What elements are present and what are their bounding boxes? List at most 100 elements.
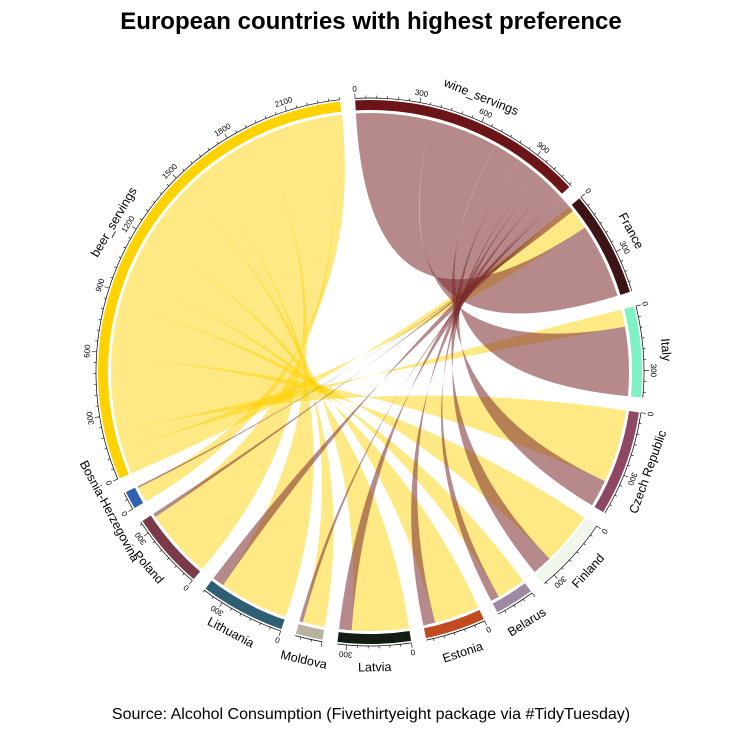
axis-tick-beer xyxy=(131,226,137,230)
axis-tick-label-wine: 300 xyxy=(414,88,429,99)
axis-tick-belarus xyxy=(531,592,536,598)
axis-tick-beer xyxy=(284,106,287,112)
chord-link-wine-france xyxy=(355,112,618,314)
axis-tick-finland xyxy=(569,559,572,562)
axis-tick-finland xyxy=(583,543,586,546)
axis-tick-czech xyxy=(636,433,640,435)
axis-tick-czech xyxy=(619,485,622,487)
sector-track-italy xyxy=(624,306,642,398)
sector-track-bosnia xyxy=(125,487,144,509)
axis-tick-estonia xyxy=(464,629,466,632)
sector-label-finland: Finland xyxy=(569,551,607,591)
axis-tick-latvia xyxy=(411,642,413,648)
axis-tick-lithuania xyxy=(229,608,232,611)
axis-tick-beer xyxy=(264,116,267,119)
axis-tick-lithuania xyxy=(211,596,214,599)
sector-track-france xyxy=(571,198,630,295)
axis-tick-beer xyxy=(295,105,298,109)
axis-tick-beer xyxy=(110,276,113,279)
axis-tick-beer xyxy=(94,416,100,418)
axis-tick-beer xyxy=(101,437,105,439)
axis-tick-poland xyxy=(188,580,193,585)
axis-line-poland xyxy=(140,521,193,581)
axis-tick-france xyxy=(580,193,585,198)
axis-tick-beer xyxy=(113,478,118,482)
axis-tick-italy xyxy=(638,315,641,317)
axis-tick-czech xyxy=(634,444,637,446)
axis-tick-label-italy: 300 xyxy=(649,364,658,378)
chord-link-beer-estonia xyxy=(128,236,479,623)
sector-label-bosnia: Bosnia-Herzegovina xyxy=(77,458,142,564)
chord-link-beer-latvia xyxy=(149,191,410,632)
axis-tick-wine xyxy=(491,124,494,127)
axis-tick-france xyxy=(611,240,614,243)
axis-tick-czech xyxy=(640,412,646,414)
axis-tick-wine xyxy=(461,111,463,114)
axis-tick-moldova xyxy=(299,637,302,640)
sector-tracks xyxy=(97,99,642,645)
axis-tick-beer xyxy=(146,209,149,212)
axis-tick-france xyxy=(605,231,609,233)
axis-tick-beer xyxy=(275,112,277,115)
sector-label-belarus: Belarus xyxy=(505,605,548,639)
sector-track-moldova xyxy=(295,624,325,640)
axis-tick-beer xyxy=(139,218,143,221)
chord-link-wine-italy xyxy=(419,120,629,397)
chord-link-beer-czech xyxy=(110,358,627,482)
axis-tick-beer xyxy=(224,133,228,139)
chart-caption: Source: Alcohol Consumption (Fivethirtye… xyxy=(111,706,631,723)
axis-tick-beer xyxy=(128,237,131,239)
axis-tick-label-finland: 0 xyxy=(599,527,609,536)
axis-line-lithuania xyxy=(204,589,281,632)
axis-tick-lithuania xyxy=(202,590,205,593)
sector-track-estonia xyxy=(423,609,484,639)
axis-tick-wine xyxy=(481,117,485,122)
axis-tick-belarus xyxy=(513,604,516,608)
axis-tick-belarus xyxy=(522,598,525,602)
axis-line-italy xyxy=(635,305,645,398)
axis-tick-beer xyxy=(104,448,107,450)
chord-link-beer-finland xyxy=(111,305,585,559)
axis-tick-lithuania xyxy=(249,618,251,622)
axis-tick-beer xyxy=(100,308,104,310)
axis-tick-wine xyxy=(419,97,422,103)
axis-tick-beer xyxy=(159,192,162,195)
axis-tick-finland xyxy=(561,567,564,570)
axis-tick-label-beer: 300 xyxy=(85,410,96,425)
axis-tick-wine xyxy=(440,104,442,108)
axis-tick-france xyxy=(587,203,590,206)
axis-tick-beer xyxy=(216,141,219,145)
axis-tick-beer xyxy=(111,468,114,471)
axis-tick-label-poland: 0 xyxy=(181,583,191,593)
axis-tick-estonia xyxy=(454,632,456,636)
axis-tick-estonia xyxy=(443,635,445,639)
axis-tick-beer xyxy=(123,246,126,249)
axis-tick-poland xyxy=(159,549,162,552)
axis-tick-label-latvia: 0 xyxy=(409,647,415,657)
chord-link-beer-bosnia xyxy=(138,114,345,502)
axis-tick-wine xyxy=(519,140,522,143)
axis-tick-france xyxy=(599,221,603,224)
axis-tick-estonia xyxy=(433,638,435,642)
axis-tick-france xyxy=(620,260,624,262)
sector-track-lithuania xyxy=(205,580,285,630)
axis-line-czech xyxy=(604,412,642,514)
axis-tick-poland xyxy=(152,541,155,544)
axis-tick-bosnia xyxy=(128,508,133,512)
axis-tick-wine xyxy=(528,146,531,149)
links-layer xyxy=(110,112,629,632)
axis-tick-label-beer: 1800 xyxy=(213,121,233,138)
axis-tick-label-bosnia: 0 xyxy=(119,509,129,518)
axis-tick-beer xyxy=(104,286,110,289)
axis-tick-finland xyxy=(576,551,579,554)
axis-tick-beer xyxy=(244,125,247,128)
axis-tick-lithuania xyxy=(239,613,242,617)
sector-track-poland xyxy=(142,515,201,580)
axis-tick-wine xyxy=(553,167,557,170)
axis-tick-label-beer: 900 xyxy=(94,277,107,293)
axis-tick-wine xyxy=(510,134,513,138)
sector-label-lithuania: Lithuania xyxy=(205,614,256,650)
axis-line-france xyxy=(580,196,633,292)
sector-track-belarus xyxy=(492,583,531,613)
